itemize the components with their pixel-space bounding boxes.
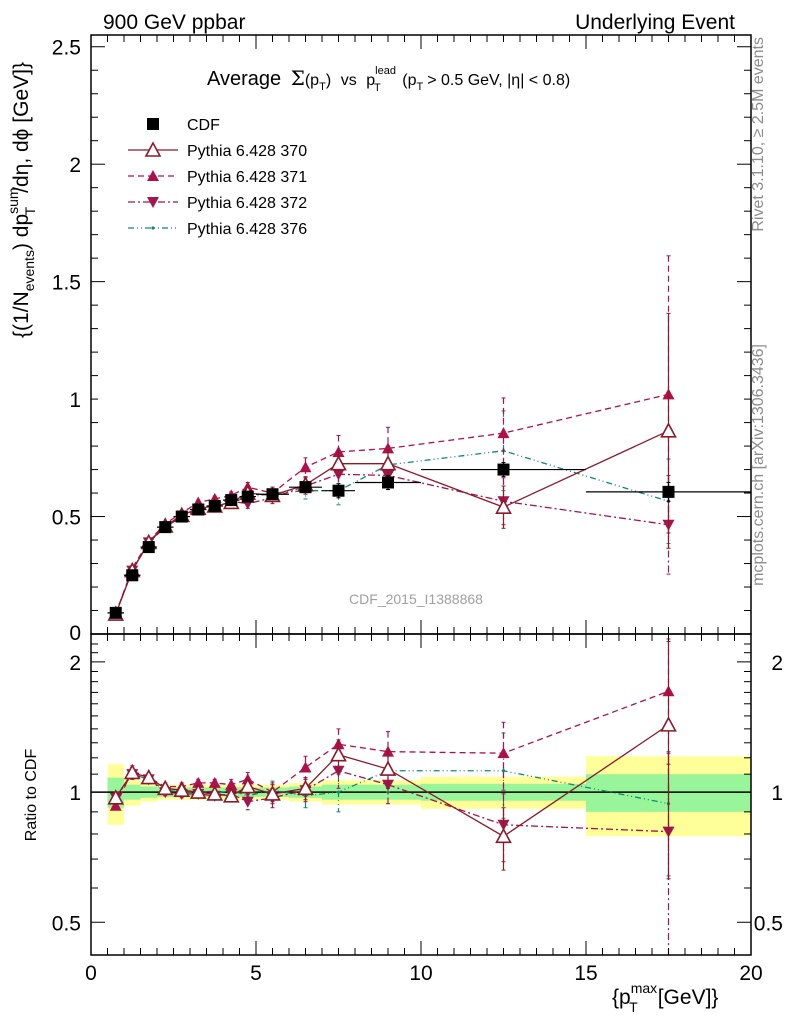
legend: CDF Pythia 6.428 370 Pythia 6.428 371 Pythi… <box>128 117 307 238</box>
y-axis-label-main: {(1/Nevents) dpsumT/dη, dϕ [GeV]} <box>5 62 38 338</box>
legend-item-p372: Pythia 6.428 372 <box>128 195 307 212</box>
data-point <box>379 760 397 776</box>
data-point <box>264 785 281 801</box>
legend-item-p371: Pythia 6.428 371 <box>128 169 307 186</box>
data-point <box>662 485 675 498</box>
plot-title: Average Σ(pT) vs plead T (pT > 0.5 GeV, |η… <box>207 65 570 96</box>
legend-marker <box>147 118 159 130</box>
legend-marker <box>151 226 155 230</box>
data-point <box>495 827 512 844</box>
y-axis-label-ratio: Ratio to CDF <box>23 749 40 842</box>
data-point <box>332 484 345 497</box>
y-tick-label: 2 <box>69 154 81 177</box>
y-tick-label: 1.5 <box>52 272 81 295</box>
axes: 0 5 10 15 20 0.5 1 1.5 2 2.5 0 0.5 0.5 1 1 2 2 <box>52 34 783 985</box>
data-point <box>497 747 510 759</box>
legend-marker <box>147 197 159 208</box>
data-point <box>382 476 394 489</box>
data-point <box>107 789 125 805</box>
legend-item-p370: Pythia 6.428 370 <box>128 141 307 160</box>
ratio-y-tick-label: 0.5 <box>52 912 81 935</box>
data-point <box>126 569 139 582</box>
data-point <box>239 777 257 794</box>
data-point <box>206 785 224 801</box>
data-point <box>660 716 677 732</box>
data-point <box>330 746 347 762</box>
data-point <box>299 481 312 494</box>
data-point <box>142 541 155 554</box>
legend-item-p376: Pythia 6.428 376 <box>128 221 307 238</box>
data-point <box>225 778 238 790</box>
legend-marker <box>147 170 159 181</box>
data-point <box>192 503 205 516</box>
data-point <box>495 498 512 514</box>
x-tick-label: 0 <box>85 962 97 985</box>
data-point <box>208 499 221 512</box>
data-point <box>189 783 207 799</box>
data-point <box>379 455 397 471</box>
data-point <box>173 781 191 797</box>
data-point <box>501 769 506 773</box>
series-p370 <box>107 312 677 621</box>
data-point <box>225 494 238 507</box>
legend-label: Pythia 6.428 371 <box>187 169 307 186</box>
series-p371 <box>109 255 675 620</box>
data-point <box>159 521 172 534</box>
data-point <box>299 461 312 473</box>
header-left: 900 GeV ppbar <box>103 11 245 34</box>
legend-item-cdf: CDF <box>147 117 220 134</box>
ratio-y-tick-label-right: 1 <box>771 782 783 805</box>
ratio-y-tick-label-right: 0.5 <box>754 912 783 935</box>
legend-label: Pythia 6.428 376 <box>187 221 307 238</box>
data-point <box>382 442 394 454</box>
data-point <box>156 779 174 796</box>
data-point <box>140 768 158 785</box>
legend-label: CDF <box>187 117 220 134</box>
series-cdf <box>107 462 751 619</box>
ratio-y-tick-label: 2 <box>69 652 81 675</box>
data-point <box>497 463 510 476</box>
data-point <box>330 455 347 471</box>
ratio-panel-series <box>107 638 677 956</box>
data-point <box>222 787 240 803</box>
analysis-watermark: CDF_2015_I1388868 <box>349 591 483 607</box>
y-tick-label: 2.5 <box>52 37 81 60</box>
data-point <box>299 761 312 773</box>
series-p370 <box>107 640 677 880</box>
data-point <box>109 606 122 619</box>
series-line-p376 <box>115 450 669 614</box>
y-tick-label: 0 <box>69 622 81 645</box>
legend-label: Pythia 6.428 370 <box>187 143 307 160</box>
series-line-p370 <box>115 430 669 615</box>
main-panel-series <box>107 255 751 621</box>
x-tick-label: 5 <box>250 962 262 985</box>
x-tick-label: 20 <box>739 962 762 985</box>
mcplots-label: mcplots.cern.ch [arXiv:1306.3436] <box>750 344 767 586</box>
data-point <box>192 776 205 788</box>
ratio-y-tick-label-right: 2 <box>771 652 783 675</box>
data-point <box>266 488 279 501</box>
data-point <box>123 763 141 780</box>
data-point <box>241 490 254 503</box>
data-point <box>297 779 314 796</box>
data-point <box>175 510 188 523</box>
data-point <box>241 796 254 808</box>
x-axis-label: {pmax T [GeV]} <box>612 980 718 1015</box>
rivet-label: Rivet 3.1.10, ≥ 2.5M events <box>750 37 767 232</box>
data-point <box>660 422 677 438</box>
header-right: Underlying Event <box>575 11 735 34</box>
legend-label: Pythia 6.428 372 <box>187 195 307 212</box>
data-point <box>208 776 221 788</box>
data-point <box>109 799 122 811</box>
data-point <box>336 790 341 794</box>
legend-marker <box>144 141 162 157</box>
data-point <box>497 427 510 439</box>
ratio-y-tick-label: 1 <box>69 782 81 805</box>
y-tick-label: 1 <box>69 389 81 412</box>
x-tick-label: 10 <box>409 962 432 985</box>
y-tick-label: 0.5 <box>52 507 81 530</box>
x-tick-label: 15 <box>574 962 597 985</box>
series-line-p371 <box>115 393 669 615</box>
